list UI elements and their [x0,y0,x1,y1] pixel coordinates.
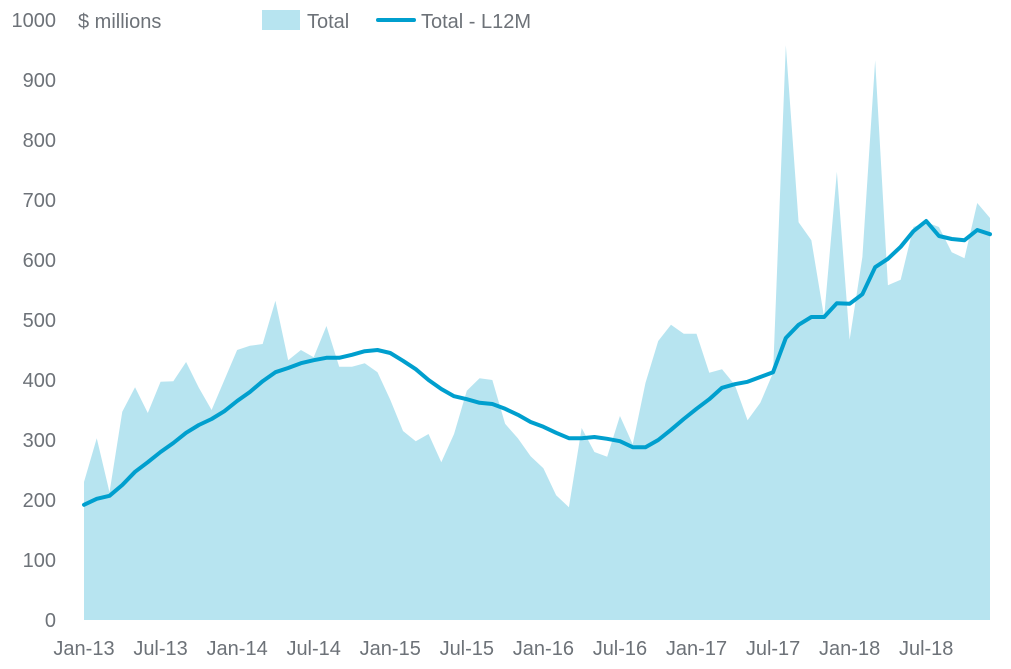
y-tick-label: 300 [23,430,56,452]
legend-label-l12m: Total - L12M [421,11,531,33]
y-tick-label: 400 [23,370,56,392]
y-tick-label: 900 [23,70,56,92]
y-tick-label: 0 [45,610,56,632]
x-tick-label: Jul-18 [899,638,953,660]
x-tick-label: Jul-13 [133,638,187,660]
y-axis-label: $ millions [78,11,161,33]
x-tick-label: Jan-15 [360,638,421,660]
y-tick-label: 200 [23,490,56,512]
legend-label-total: Total [307,11,349,33]
x-tick-label: Jul-17 [746,638,800,660]
y-tick-label: 100 [23,550,56,572]
series-l12m-line [82,219,992,507]
series-total-area [84,45,990,620]
x-tick-label: Jan-13 [53,638,114,660]
y-tick-label: 800 [23,130,56,152]
y-tick-label: 700 [23,190,56,212]
x-tick-label: Jul-14 [286,638,340,660]
x-tick-label: Jul-16 [593,638,647,660]
x-tick-label: Jan-17 [666,638,727,660]
x-tick-label: Jan-14 [207,638,268,660]
y-tick-label: 600 [23,250,56,272]
legend-swatch-total [262,10,300,30]
y-tick-label: 1000 [12,10,57,32]
x-tick-label: Jan-18 [819,638,880,660]
x-tick-label: Jul-15 [440,638,494,660]
legend: Total Total - L12M [262,10,531,33]
y-tick-label: 500 [23,310,56,332]
x-tick-label: Jan-16 [513,638,574,660]
